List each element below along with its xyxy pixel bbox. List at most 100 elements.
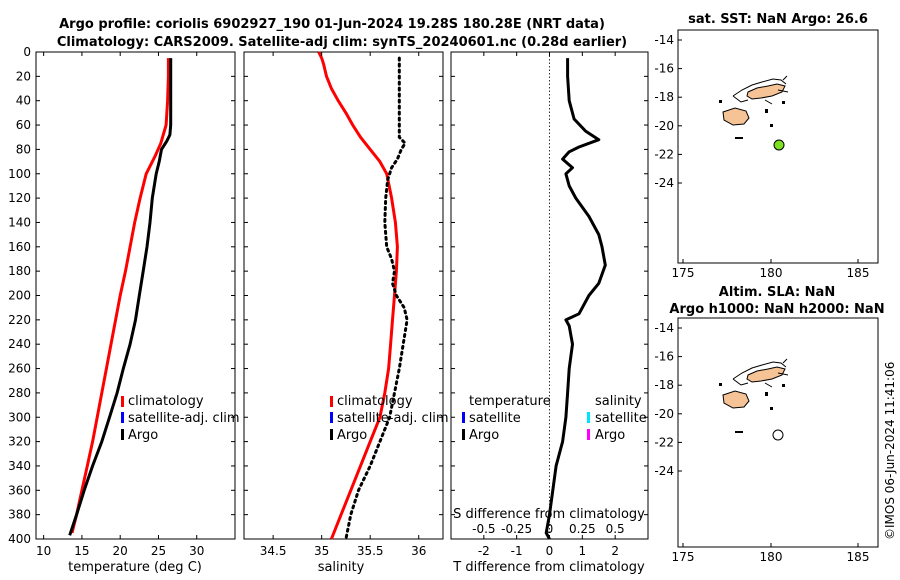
difference-legend-right: salinity satellite Argo [587,394,647,443]
temperature-x-tick-label: 25 [151,544,166,558]
island-small [719,383,722,386]
s-difference-x-tick-label: 0 [546,522,554,536]
s-difference-x-tick-label: 0.5 [606,522,625,536]
map1-content [719,75,789,151]
legend-header-temperature: temperature [469,394,551,409]
salinity-x-tick-label: 35.5 [357,544,384,558]
fiji-islands [719,358,789,433]
legend-label-satellite: satellite [595,411,647,426]
t-difference-x-tick-label: 2 [611,544,619,558]
fiji-islands [719,75,789,139]
legend-label-argo: Argo [337,428,367,443]
map2-title-line1: Altim. SLA: NaN [719,285,835,300]
map-y-tick-label: -22 [654,435,674,449]
legend-swatch-satellite [121,412,124,423]
map2-content [719,358,789,441]
temperature-panel-frame [35,51,236,540]
legend-label-satellite: satellite-adj. clim [337,411,449,426]
argo-location-marker-open [772,429,784,441]
legend-swatch-argo [330,429,333,440]
depth-tick-label: 300 [8,410,31,424]
island-vanua-levu [746,83,786,100]
imos-watermark: ©IMOS 06-Jun-2024 11:41:06 [883,362,897,540]
salinity-x-tick-label: 35 [314,544,329,558]
map1-title: sat. SST: NaN Argo: 26.6 [688,12,868,27]
island-small [765,392,768,396]
legend-swatch-climatology [121,396,124,407]
map2-y-ticks: -14 -16 -18 -20 -22 -24 [654,321,682,478]
map-y-tick-label: -16 [654,62,674,76]
map-y-tick-label: -20 [654,119,674,133]
map-y-tick-label: -16 [654,350,674,364]
argo-location-marker-filled [773,139,785,151]
figure-title-line2: Climatology: CARS2009. Satellite-adj cli… [57,35,627,50]
depth-tick-label: 400 [8,532,31,546]
depth-tick-label: 0 [23,45,31,59]
legend-swatch-satellite [587,412,590,423]
map-y-tick-label: -14 [654,33,674,47]
depth-tick-label: 140 [8,215,31,229]
legend-swatch-argo [121,429,124,440]
island-small [782,384,785,387]
island-small [782,101,785,104]
depth-tick-label: 160 [8,240,31,254]
map-y-tick-label: -18 [654,378,674,392]
depth-tick-label: 320 [8,435,31,449]
island-viti-levu [722,107,750,126]
depth-tick-label: 100 [8,167,31,181]
s-difference-x-tick-label: 0.25 [569,522,596,536]
temperature-axis-label: temperature (deg C) [68,560,202,575]
depth-tick-label: 40 [16,94,31,108]
t-difference-x-tick-label: -2 [478,544,490,558]
island-viti-levu [722,390,750,409]
depth-tick-label: 220 [8,313,31,327]
island-small [770,124,773,127]
depth-tick-label: 120 [8,191,31,205]
island-small [735,431,743,433]
depth-tick-label: 240 [8,337,31,351]
legend-header-salinity: salinity [595,394,642,409]
island-vanua-levu [746,366,786,383]
temperature-x-ticks: 10 15 20 25 30 [36,52,204,558]
t-difference-x-tick-label: 0 [546,544,554,558]
salinity-x-tick-label: 34.5 [260,544,287,558]
difference-x-ticks: -2 -1 0 1 2 [478,52,619,558]
difference-legend-left: temperature satellite Argo [462,394,551,443]
series-line-climatology [70,58,170,534]
salinity-axis-label: salinity [318,560,365,575]
depth-tick-label: 180 [8,264,31,278]
s-difference-x-tick-label: -0.25 [501,522,532,536]
series-line-argo-t-difference [544,58,607,540]
s-difference-x-tick-label: -0.5 [472,522,495,536]
temperature-x-tick-label: 15 [74,544,89,558]
legend-swatch-satellite [330,412,333,423]
legend-swatch-satellite [462,412,465,423]
map-x-tick-label: 185 [847,266,870,280]
t-difference-axis-label: T difference from climatology [452,560,645,575]
depth-tick-label: 60 [16,118,31,132]
depth-tick-label: 380 [8,508,31,522]
depth-tick-label: 200 [8,289,31,303]
series-line-argo [68,58,173,536]
map-x-tick-label: 180 [760,550,783,564]
map1-frame [677,29,879,264]
depth-tick-label: 340 [8,459,31,473]
depth-tick-label: 280 [8,386,31,400]
legend-label-climatology: climatology [337,394,413,409]
salinity-series [317,51,409,541]
legend-label-satellite: satellite [469,411,521,426]
t-difference-x-tick-label: 1 [579,544,587,558]
depth-tick-label: 260 [8,362,31,376]
legend-swatch-climatology [330,396,333,407]
map-x-tick-label: 175 [672,550,695,564]
temperature-x-tick-label: 20 [113,544,128,558]
salinity-x-ticks: 34.5 35 35.5 36 [260,52,426,558]
temperature-x-tick-label: 10 [36,544,51,558]
salinity-x-tick-label: 36 [411,544,426,558]
temperature-x-tick-label: 30 [189,544,204,558]
salinity-difference-x-ticks: -0.5 -0.25 0 0.25 0.5 [472,522,625,536]
islands-outline [732,358,789,388]
map-x-tick-label: 185 [847,550,870,564]
map-y-tick-label: -14 [654,321,674,335]
